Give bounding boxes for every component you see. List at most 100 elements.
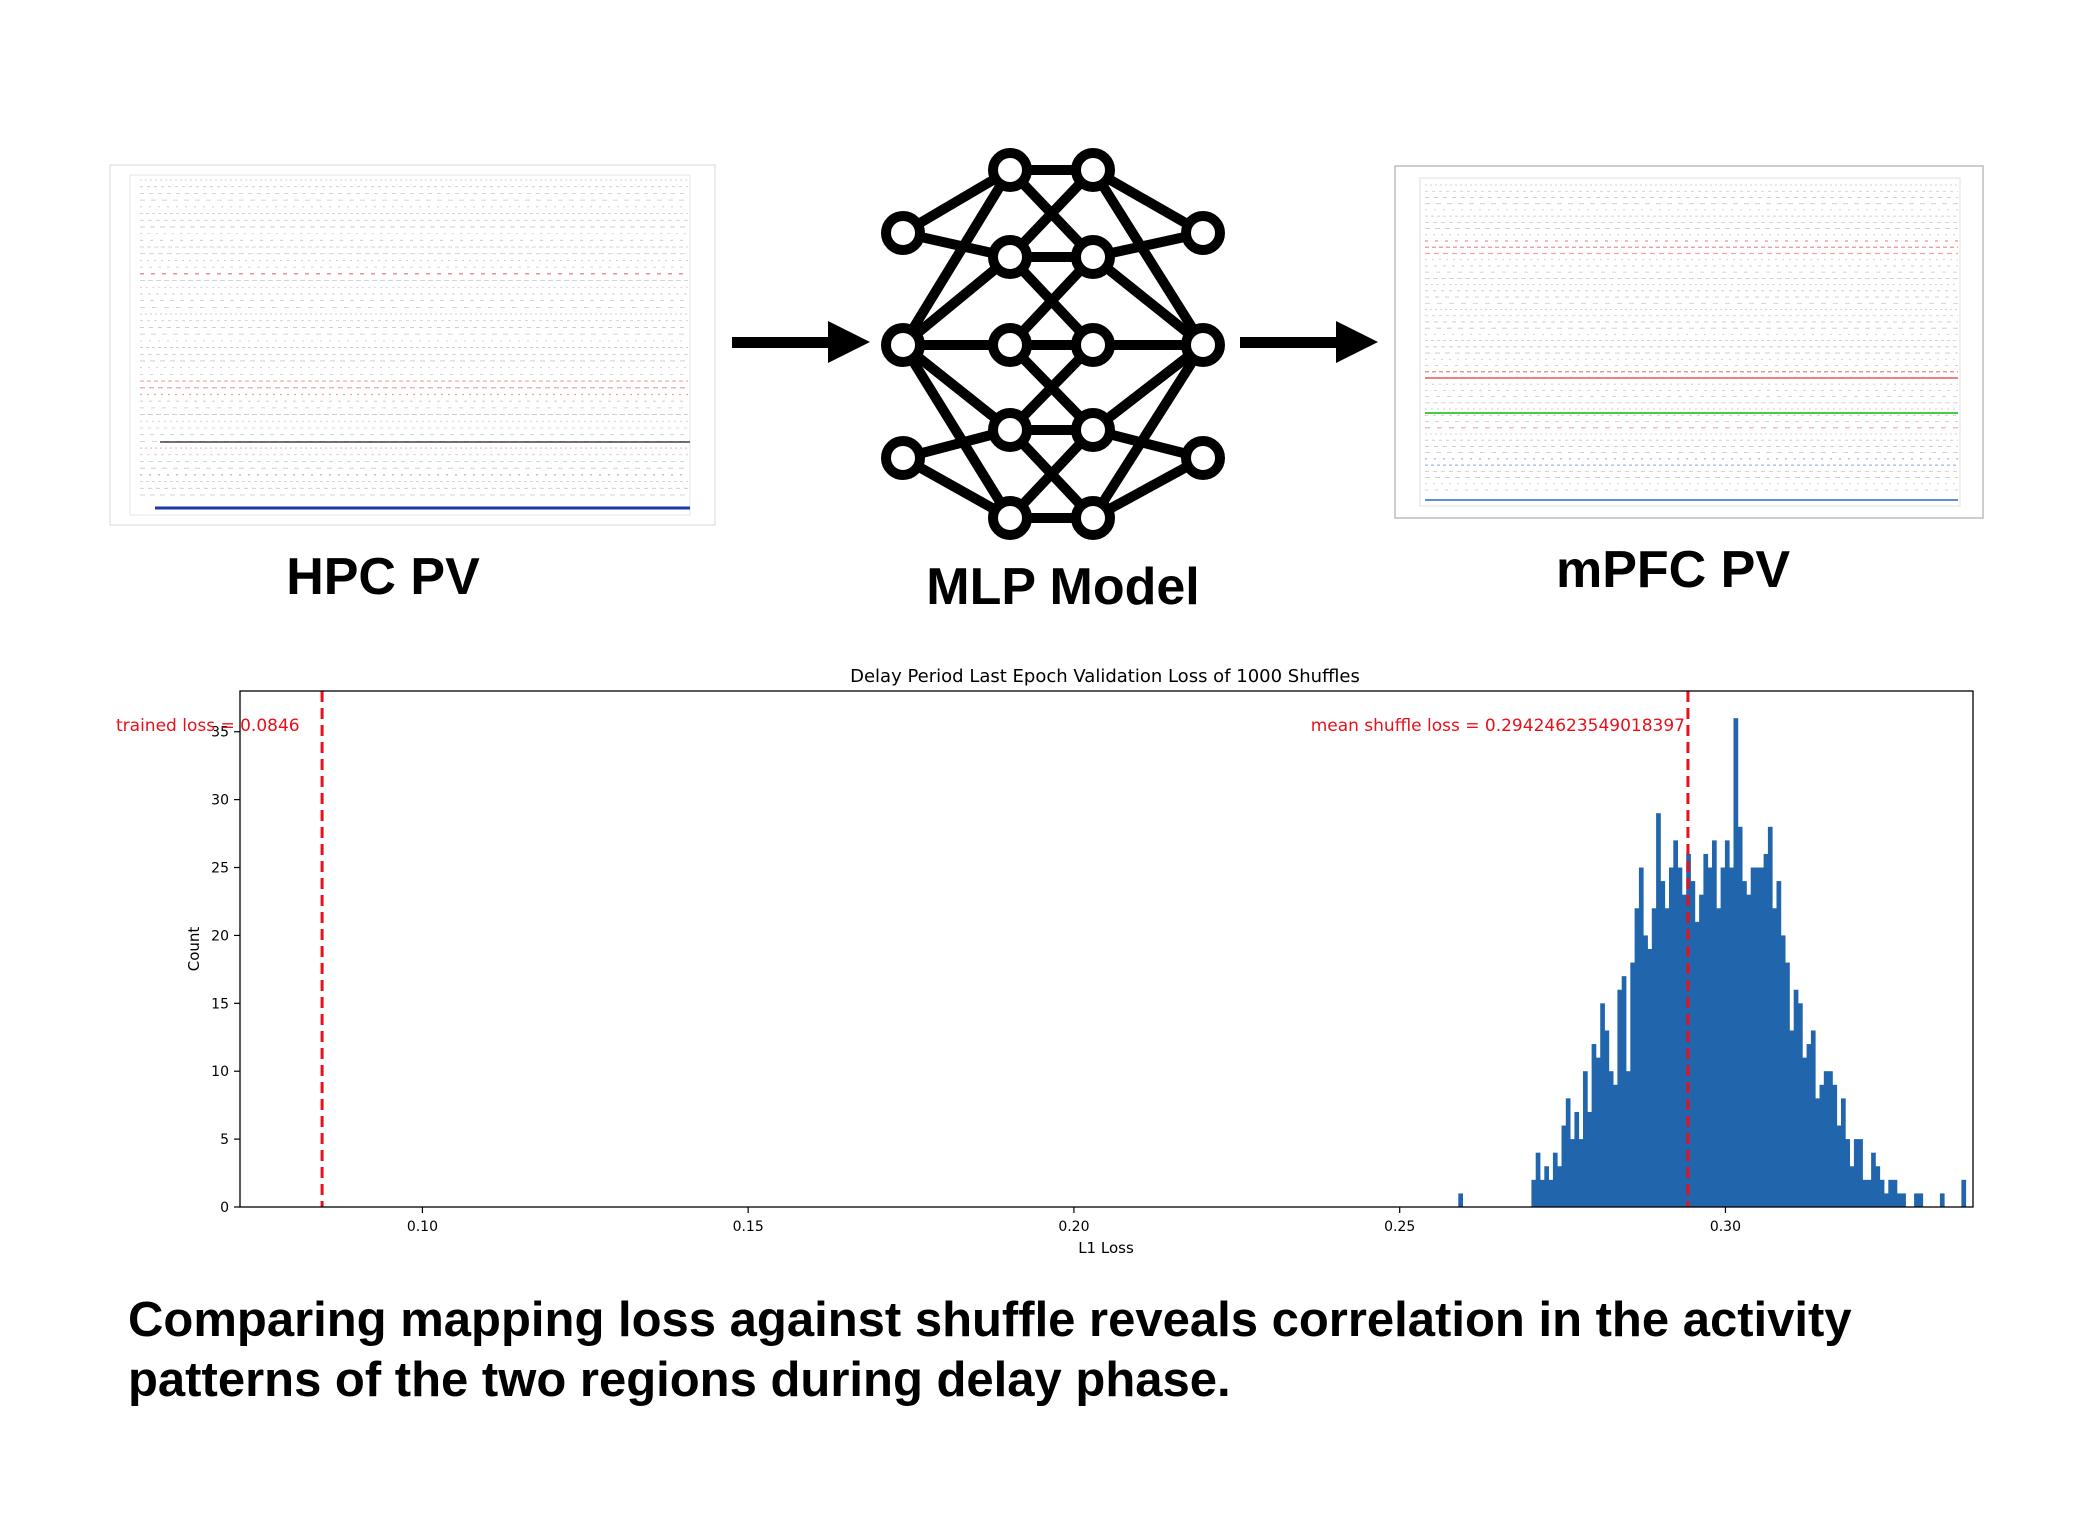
hpc-raster-thumbnail (109, 164, 716, 526)
histogram-bar (1613, 1084, 1618, 1207)
mpfc-raster-thumbnail (1394, 165, 1984, 519)
histogram-bar (1544, 1166, 1550, 1207)
histogram-bar (1595, 1057, 1601, 1207)
nn-node (881, 211, 925, 255)
histogram-bar (1810, 1030, 1816, 1207)
nn-edge (898, 252, 1015, 350)
histogram-bar (1681, 894, 1687, 1207)
histogram-bar (1918, 1193, 1924, 1207)
histogram-bar (1673, 840, 1679, 1207)
x-axis-ticks: 0.10 0.15 0.20 0.25 0.30 (407, 1207, 1741, 1235)
mpfc-raster-rows (1425, 184, 1958, 491)
histogram-bar (1608, 1071, 1614, 1207)
mpfc-pv-label: mPFC PV (1556, 541, 1790, 599)
histogram-bar (1862, 1179, 1868, 1207)
histogram-bar (1853, 1139, 1859, 1207)
histogram-bar (1712, 840, 1717, 1207)
histogram-bar (1458, 1193, 1464, 1207)
histogram-bar (1729, 867, 1734, 1207)
nn-node (881, 323, 925, 367)
nn-edge (898, 165, 1015, 350)
trained-loss-annotation: trained loss = 0.0846 (116, 716, 300, 736)
histogram-bar (1896, 1193, 1902, 1207)
histogram-bar (1914, 1193, 1919, 1207)
nn-node (988, 496, 1032, 540)
histogram-bar (1578, 1139, 1584, 1207)
histogram-bar (1651, 908, 1657, 1207)
histogram-bar (1793, 989, 1799, 1207)
histogram-bar (1785, 962, 1790, 1207)
histogram-bar (1540, 1179, 1545, 1207)
histogram-bar (1819, 1084, 1825, 1207)
nn-edges (898, 165, 1208, 523)
histogram-bar (1755, 867, 1760, 1207)
histogram-bar (1656, 813, 1661, 1207)
nn-node (1071, 323, 1115, 367)
histogram-bar (1742, 881, 1747, 1207)
mlp-model-label: MLP Model (926, 558, 1199, 616)
histogram-bar (1690, 881, 1696, 1207)
arrow-icon-right (1240, 321, 1378, 363)
histogram-bar (1630, 962, 1636, 1207)
nn-node (1071, 235, 1115, 279)
histogram-bar (1789, 1030, 1795, 1207)
histogram-bar (1707, 867, 1713, 1207)
x-tick-label: 0.30 (1710, 1219, 1741, 1235)
histogram-bar (1733, 718, 1739, 1207)
histogram-bar (1875, 1166, 1881, 1207)
figure-caption: Comparing mapping loss against shuffle r… (128, 1293, 1852, 1407)
y-axis-label: Count (185, 927, 203, 972)
y-tick-label: 35 (211, 725, 229, 741)
histogram-bar (1832, 1084, 1838, 1207)
histogram-bar (1548, 1179, 1554, 1207)
histogram-bar (1634, 908, 1640, 1207)
histogram-bar (1557, 1166, 1562, 1207)
y-axis-ticks: 0 5 10 15 20 25 30 35 (211, 725, 240, 1216)
histogram-bar (1617, 989, 1623, 1207)
histogram-bar (1716, 908, 1722, 1207)
y-tick-label: 15 (211, 996, 229, 1012)
nn-node (1181, 323, 1225, 367)
histogram-bar (1780, 935, 1786, 1207)
histogram-bar (1767, 826, 1773, 1207)
histogram-bar (1763, 853, 1769, 1207)
plot-frame (239, 690, 1974, 1208)
histogram-bar (1849, 1166, 1855, 1207)
nn-edge (1088, 165, 1208, 350)
histogram-bar (1621, 976, 1627, 1207)
histogram-bar (1643, 935, 1648, 1207)
histogram-bar (1677, 867, 1683, 1207)
histogram-bar (1815, 1098, 1820, 1207)
histogram-bar (1901, 1193, 1906, 1207)
histogram-bar (1823, 1071, 1829, 1207)
histogram-bar (1720, 867, 1726, 1207)
histogram-bar (1660, 881, 1666, 1207)
histogram-bar (1806, 1044, 1812, 1207)
histogram-bar (1591, 1044, 1597, 1207)
histogram-bar (1587, 1111, 1593, 1207)
nn-node (1071, 408, 1115, 452)
histogram-bar (1703, 853, 1709, 1207)
histogram-bar (1892, 1179, 1898, 1207)
histogram-bar (1879, 1179, 1885, 1207)
nn-node (988, 148, 1032, 192)
histogram-bar (1583, 1071, 1588, 1207)
nn-node (988, 323, 1032, 367)
histogram-bar (1961, 1179, 1967, 1207)
nn-edge (1088, 340, 1208, 435)
histogram-bar (1836, 1125, 1842, 1207)
x-tick-label: 0.20 (1058, 1219, 1089, 1235)
histogram-chart: Delay Period Last Epoch Validation Loss … (116, 666, 1974, 1257)
histogram-bar (1845, 1139, 1851, 1207)
histogram-bar (1699, 894, 1704, 1207)
histogram-bar (1686, 853, 1691, 1207)
histogram-bar (1638, 867, 1644, 1207)
histogram-bar (1884, 1193, 1889, 1207)
y-tick-label: 5 (220, 1132, 229, 1148)
arrow-icon-left (732, 321, 870, 363)
nn-node (1181, 211, 1225, 255)
histogram-bar (1888, 1179, 1894, 1207)
x-axis-label: L1 Loss (1078, 1239, 1134, 1257)
nn-node (988, 235, 1032, 279)
